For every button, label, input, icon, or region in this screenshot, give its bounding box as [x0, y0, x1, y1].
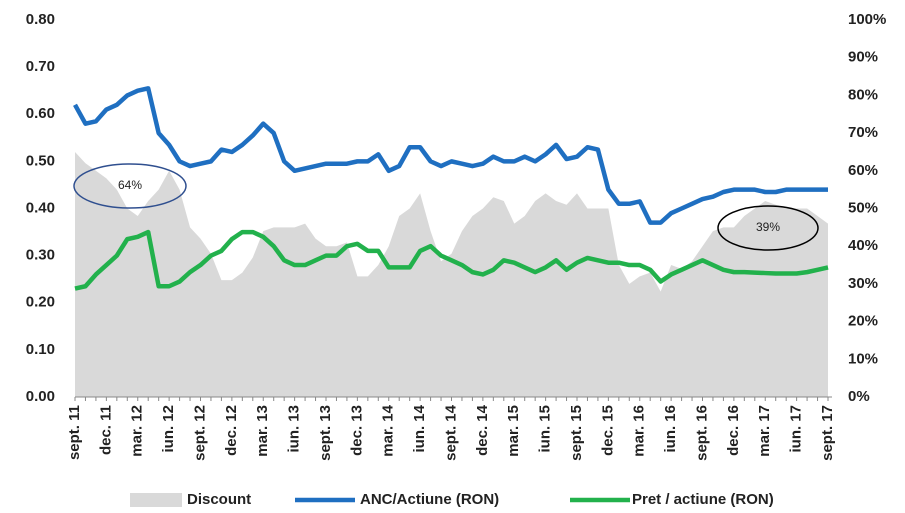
- y2-tick-label: 50%: [848, 199, 878, 216]
- discount-area: [75, 151, 828, 397]
- y2-tick-label: 40%: [848, 237, 878, 254]
- y-tick-label: 0.30: [26, 247, 55, 264]
- x-tick-label: sept. 13: [317, 405, 334, 461]
- y-tick-label: 0.40: [26, 199, 55, 216]
- x-tick-label: iun. 16: [662, 405, 679, 453]
- x-tick-label: mar. 12: [129, 405, 146, 457]
- annotation-ellipse: [717, 205, 819, 251]
- legend-label: Discount: [187, 491, 251, 508]
- y-tick-label: 0.00: [26, 388, 55, 405]
- y-tick-label: 0.70: [26, 58, 55, 75]
- y2-tick-label: 70%: [848, 124, 878, 141]
- x-tick-label: iun. 14: [411, 404, 428, 452]
- y2-tick-label: 20%: [848, 313, 878, 330]
- x-tick-label: sept. 17: [819, 405, 836, 461]
- y2-tick-label: 80%: [848, 86, 878, 103]
- y2-tick-label: 100%: [848, 11, 886, 28]
- x-tick-label: dec. 11: [97, 405, 114, 455]
- x-tick-label: dec. 12: [223, 405, 240, 456]
- y2-tick-label: 30%: [848, 275, 878, 292]
- x-tick-label: sept. 12: [191, 405, 208, 461]
- x-tick-label: sept. 15: [568, 405, 585, 461]
- annotation: 39%: [756, 220, 780, 234]
- series-line: [73, 86, 828, 225]
- y2-tick-label: 90%: [848, 49, 878, 66]
- x-tick-label: dec. 13: [348, 405, 365, 456]
- x-tick-label: iun. 17: [788, 405, 805, 453]
- legend-label: Pret / actiune (RON): [632, 491, 774, 508]
- x-tick-label: iun. 13: [286, 405, 303, 453]
- y-tick-label: 0.50: [26, 152, 55, 169]
- y-tick-label: 0.80: [26, 11, 55, 28]
- x-tick-label: dec. 15: [599, 405, 616, 456]
- y-tick-label: 0.20: [26, 294, 55, 311]
- x-tick-label: sept. 14: [442, 404, 459, 461]
- annotation-ellipse: [73, 163, 187, 209]
- y2-tick-label: 60%: [848, 162, 878, 179]
- legend-label: ANC/Actiune (RON): [360, 491, 499, 508]
- x-tick-label: dec. 14: [474, 404, 491, 456]
- annotation: 64%: [118, 178, 142, 192]
- x-tick-label: mar. 15: [505, 405, 522, 457]
- y2-tick-label: 10%: [848, 350, 878, 367]
- x-tick-label: mar. 16: [631, 405, 648, 457]
- x-tick-label: mar. 13: [254, 405, 271, 457]
- x-tick-label: iun. 12: [160, 405, 177, 453]
- x-tick-label: mar. 17: [756, 405, 773, 457]
- x-tick-label: iun. 15: [537, 405, 554, 453]
- x-tick-label: sept. 16: [693, 405, 710, 461]
- legend-swatch: [130, 493, 182, 507]
- y-tick-label: 0.60: [26, 105, 55, 122]
- y-tick-label: 0.10: [26, 341, 55, 358]
- x-tick-label: mar. 14: [380, 404, 397, 456]
- x-tick-label: dec. 16: [725, 405, 742, 456]
- y2-tick-label: 0%: [848, 388, 870, 405]
- x-tick-label: sept. 11: [66, 405, 83, 460]
- series-line: [74, 229, 829, 291]
